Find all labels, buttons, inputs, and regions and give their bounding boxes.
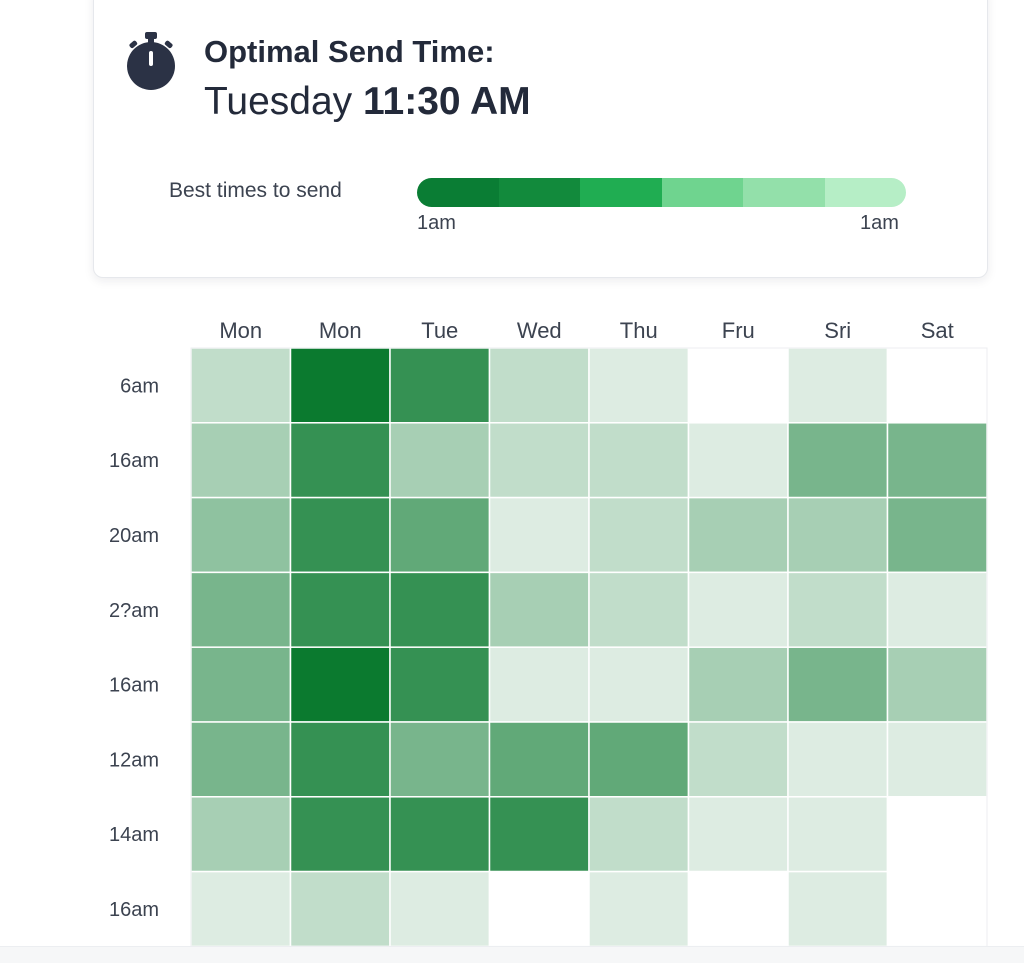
heatmap-cell bbox=[389, 496, 491, 574]
heatmap-cell bbox=[389, 571, 491, 648]
heatmap-cell bbox=[687, 646, 789, 723]
heatmap-cell bbox=[787, 347, 889, 424]
heatmap-cell bbox=[389, 796, 491, 873]
column-label: Mon bbox=[219, 318, 262, 343]
row-label: 16am bbox=[109, 899, 159, 921]
heatmap-cell bbox=[389, 870, 491, 948]
heatmap-cell bbox=[289, 721, 391, 798]
heatmap-cell bbox=[289, 796, 391, 873]
heatmap-cell bbox=[190, 496, 292, 574]
heatmap-cell bbox=[687, 796, 789, 873]
legend-max-label: 1am bbox=[860, 212, 899, 234]
heatmap-cell bbox=[886, 347, 988, 424]
heatmap-cell bbox=[687, 347, 789, 424]
heatmap-cell bbox=[488, 571, 590, 648]
heatmap-cell bbox=[488, 496, 590, 574]
heatmap-cell bbox=[289, 870, 391, 948]
heatmap-cell bbox=[488, 347, 590, 424]
heatmap-cell bbox=[190, 721, 292, 798]
heatmap-cell bbox=[588, 496, 690, 574]
column-label: Fru bbox=[722, 318, 755, 343]
heatmap-cell bbox=[488, 721, 590, 798]
optimal-time: 11:30 AM bbox=[362, 80, 531, 123]
heatmap-cell bbox=[886, 646, 988, 723]
page-footer-band bbox=[0, 946, 1024, 963]
heatmap-cell bbox=[787, 422, 889, 499]
heatmap-cell bbox=[687, 422, 789, 499]
row-label: 14am bbox=[109, 824, 159, 846]
heatmap-cell bbox=[488, 646, 590, 723]
heatmap-cell bbox=[289, 496, 391, 574]
heatmap-cell bbox=[886, 496, 988, 574]
heatmap-cell bbox=[190, 347, 292, 424]
heatmap-cell bbox=[389, 347, 491, 424]
optimal-send-value: Tuesday 11:30 AM bbox=[204, 80, 531, 124]
row-label: 2?am bbox=[109, 600, 159, 622]
legend-min-label: 1am bbox=[417, 212, 456, 234]
legend-swatch bbox=[498, 178, 580, 207]
heatmap-cell bbox=[289, 571, 391, 648]
heatmap-cell bbox=[190, 646, 292, 723]
optimal-send-time-card bbox=[93, 0, 988, 278]
stopwatch-icon bbox=[127, 32, 175, 90]
heatmap-cell bbox=[787, 796, 889, 873]
heatmap-cell bbox=[886, 721, 988, 798]
heatmap-cell bbox=[787, 571, 889, 648]
heatmap-cell bbox=[389, 721, 491, 798]
heatmap-cell bbox=[588, 721, 690, 798]
heatmap-cell bbox=[886, 796, 988, 873]
heatmap-cell bbox=[886, 422, 988, 499]
legend-swatch bbox=[580, 178, 662, 207]
column-label: Wed bbox=[517, 318, 562, 343]
heatmap-cell bbox=[588, 870, 690, 948]
column-label: Thu bbox=[620, 318, 658, 343]
heatmap-cell bbox=[190, 422, 292, 499]
heatmap-cell bbox=[588, 571, 690, 648]
heatmap-cell bbox=[687, 571, 789, 648]
legend-label: Best times to send bbox=[169, 179, 342, 202]
row-label: 16am bbox=[109, 450, 159, 472]
heatmap-cell bbox=[588, 646, 690, 723]
heatmap-cell bbox=[190, 796, 292, 873]
legend-swatch bbox=[743, 178, 825, 207]
column-label: Mon bbox=[319, 318, 362, 343]
heatmap-cell bbox=[289, 347, 391, 424]
row-label: 16am bbox=[109, 675, 159, 697]
heatmap-cell bbox=[389, 646, 491, 723]
heatmap-cell bbox=[787, 496, 889, 574]
row-label: 6am bbox=[120, 375, 159, 397]
heatmap-cell bbox=[787, 870, 889, 948]
page-title: Optimal Send Time: bbox=[204, 34, 495, 69]
row-label: 20am bbox=[109, 525, 159, 547]
heatmap-cell bbox=[289, 646, 391, 723]
optimal-day: Tuesday bbox=[204, 80, 353, 123]
column-label: Tue bbox=[421, 318, 458, 343]
heatmap-cell bbox=[588, 796, 690, 873]
heatmap-cell bbox=[190, 870, 292, 948]
heatmap-cell bbox=[687, 870, 789, 948]
heatmap-cell bbox=[488, 870, 590, 948]
heatmap-cell bbox=[289, 422, 391, 499]
legend-swatch bbox=[824, 178, 906, 207]
heatmap-cell bbox=[787, 721, 889, 798]
heatmap-cell bbox=[787, 646, 889, 723]
legend-swatch bbox=[417, 178, 499, 207]
heatmap-cell bbox=[687, 496, 789, 574]
heatmap-cell bbox=[488, 422, 590, 499]
legend-swatch bbox=[661, 178, 743, 207]
heatmap-cell bbox=[190, 571, 292, 648]
row-label: 12am bbox=[109, 749, 159, 771]
heatmap-cell bbox=[886, 870, 988, 948]
heatmap-cell bbox=[588, 422, 690, 499]
column-label: Sat bbox=[921, 318, 954, 343]
heatmap-cell bbox=[389, 422, 491, 499]
heatmap-cell bbox=[687, 721, 789, 798]
legend-color-scale bbox=[417, 178, 906, 207]
heatmap-cell bbox=[588, 347, 690, 424]
column-label: Sri bbox=[824, 318, 851, 343]
heatmap-cell bbox=[886, 571, 988, 648]
heatmap-cell bbox=[488, 796, 590, 873]
